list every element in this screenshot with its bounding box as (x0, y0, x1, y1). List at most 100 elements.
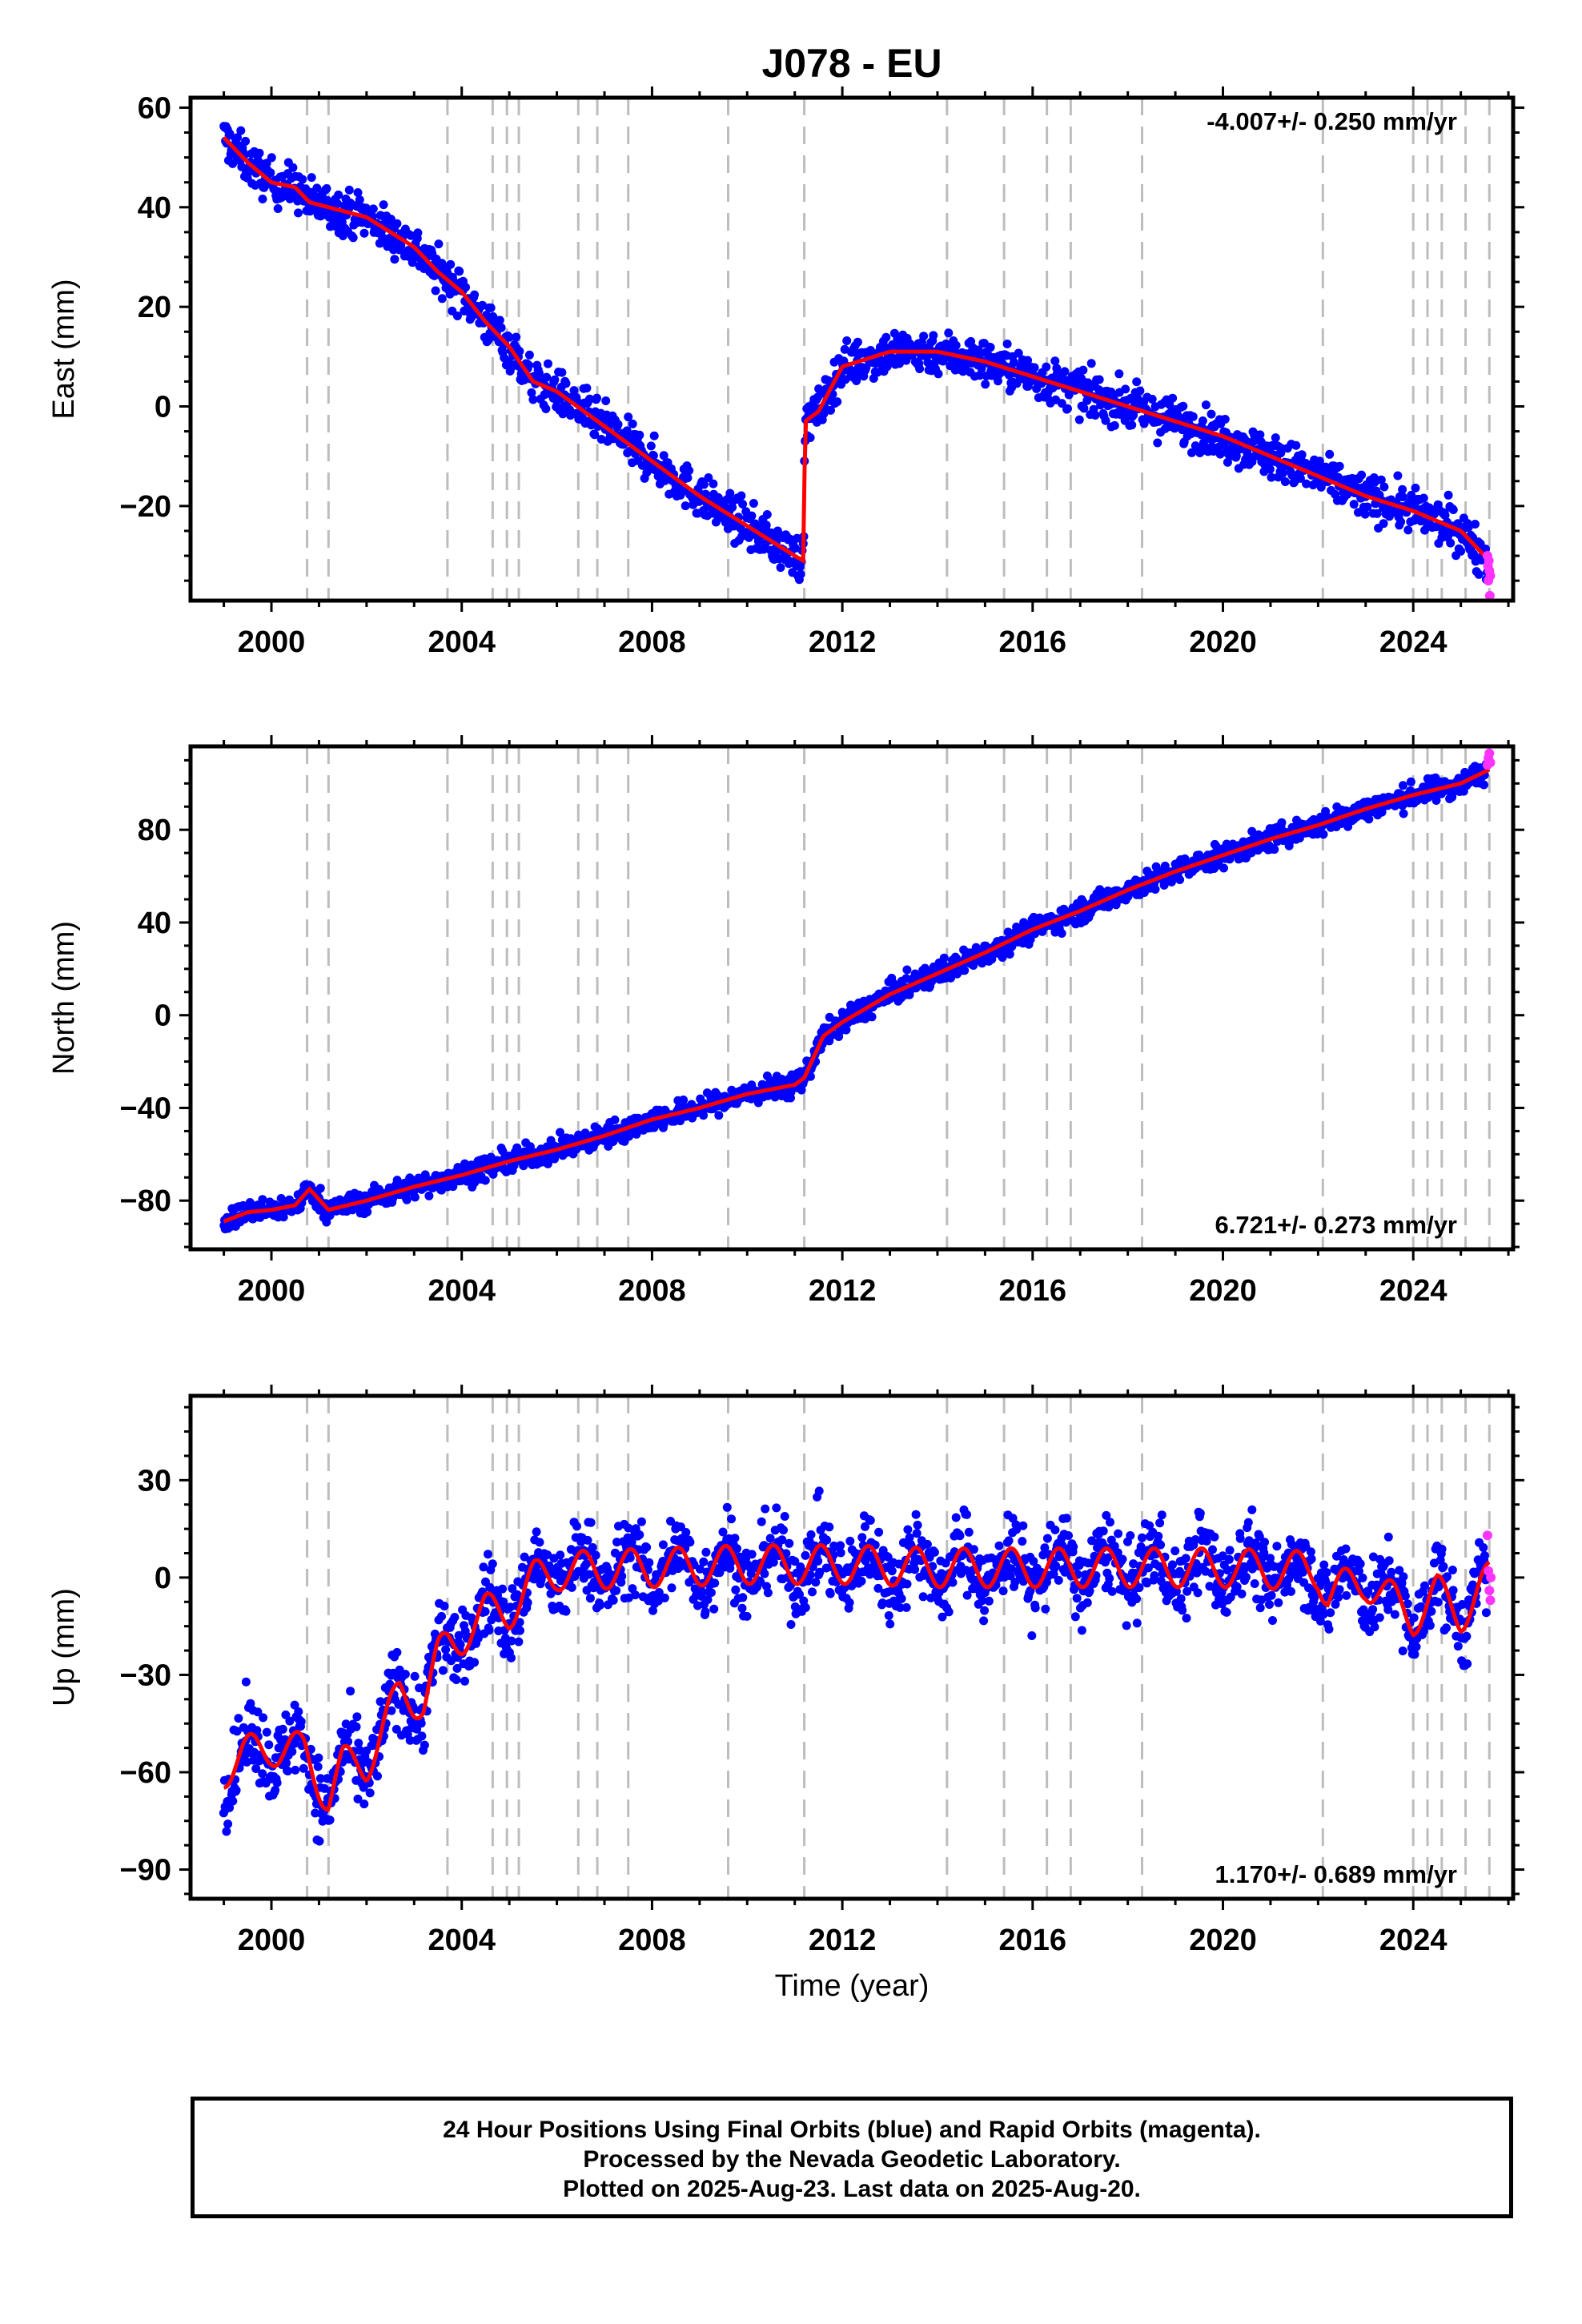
final-orbit-point (1010, 358, 1018, 368)
final-orbit-point (1132, 377, 1142, 387)
final-orbit-point (572, 1522, 581, 1531)
rate-label: -4.007+/- 0.250 mm/yr (1207, 107, 1457, 135)
final-orbit-point (225, 129, 235, 139)
final-orbit-point (912, 1529, 921, 1538)
final-orbit-point (437, 1611, 446, 1621)
final-orbit-point (512, 332, 521, 342)
final-orbit-point (765, 1534, 775, 1543)
final-orbit-point (1012, 1525, 1022, 1534)
final-orbit-point (814, 1486, 824, 1496)
final-orbit-point (1411, 483, 1420, 493)
final-orbit-point (498, 1584, 508, 1594)
final-orbit-point (974, 345, 983, 355)
rapid-orbit-point (1484, 748, 1495, 758)
final-orbit-point (757, 1517, 766, 1526)
final-orbit-point (978, 959, 987, 968)
final-orbit-point (978, 1596, 987, 1606)
final-orbit-point (1143, 1563, 1153, 1573)
final-orbit-point (251, 1764, 261, 1773)
final-orbit-point (745, 533, 753, 542)
final-orbit-point (842, 336, 852, 345)
final-orbit-point (1180, 854, 1190, 863)
x-tick-label: 2008 (618, 1274, 686, 1308)
final-orbit-point (635, 1530, 644, 1539)
final-orbit-point (434, 239, 444, 249)
final-orbit-point (1225, 1546, 1235, 1555)
final-orbit-point (901, 1602, 911, 1612)
y-tick-label: 0 (155, 391, 171, 424)
final-orbit-point (266, 168, 275, 178)
final-orbit-point (714, 1111, 724, 1120)
final-orbit-point (287, 1747, 297, 1756)
final-orbit-point (484, 335, 493, 344)
final-orbit-point (777, 1535, 787, 1545)
final-orbit-point (424, 1191, 434, 1200)
final-orbit-point (1127, 420, 1137, 430)
final-orbit-point (514, 1637, 524, 1647)
x-tick-label: 2004 (428, 1274, 496, 1308)
final-orbit-point (1147, 395, 1157, 404)
final-orbit-point (486, 303, 496, 312)
final-orbit-point (1057, 399, 1066, 408)
final-orbit-point (561, 379, 571, 388)
final-orbit-point (523, 1598, 532, 1607)
final-orbit-point (1448, 505, 1458, 514)
final-orbit-point (780, 1512, 789, 1521)
final-orbit-point (532, 1527, 541, 1537)
final-orbit-point (234, 1714, 243, 1723)
final-orbit-point (1070, 1612, 1080, 1622)
final-orbit-point (1357, 470, 1367, 480)
x-tick-label: 2020 (1189, 1274, 1257, 1308)
final-orbit-point (299, 1763, 308, 1773)
final-orbit-point (1376, 475, 1386, 485)
x-tick-label: 2016 (999, 625, 1067, 659)
final-orbit-point (1157, 1510, 1166, 1520)
x-tick-label: 2012 (809, 625, 877, 659)
final-orbit-point (507, 1636, 516, 1646)
final-orbit-point (840, 344, 849, 354)
final-orbit-point (1085, 1586, 1094, 1595)
final-orbit-point (944, 328, 954, 338)
final-orbit-point (535, 1538, 544, 1547)
final-orbit-point (385, 1679, 395, 1689)
final-orbit-point (1220, 415, 1230, 424)
final-orbit-point (1406, 777, 1415, 786)
final-orbit-point (517, 1562, 527, 1572)
final-orbit-point (1110, 420, 1119, 430)
final-orbit-point (1178, 401, 1188, 411)
final-orbit-point (902, 1579, 912, 1589)
final-orbit-point (617, 1571, 627, 1581)
final-orbit-point (769, 1558, 778, 1567)
final-orbit-point (507, 1653, 516, 1663)
final-orbit-point (556, 1550, 565, 1560)
final-orbit-point (857, 1533, 867, 1542)
final-orbit-point (877, 1598, 887, 1608)
final-orbit-point (1379, 519, 1388, 529)
final-orbit-point (346, 1687, 355, 1696)
final-orbit-point (515, 1618, 524, 1627)
final-orbit-point (1372, 509, 1382, 518)
final-orbit-point (725, 489, 735, 498)
final-orbit-point (646, 441, 656, 451)
final-orbit-point (1150, 885, 1160, 894)
final-orbit-point (867, 1012, 877, 1022)
final-orbit-point (710, 1578, 720, 1588)
chart-title: J078 - EU (761, 41, 942, 86)
final-orbit-point (528, 395, 538, 404)
final-orbit-point (1154, 1562, 1164, 1571)
final-orbit-point (1255, 1603, 1265, 1613)
final-orbit-point (343, 1737, 353, 1747)
final-orbit-point (379, 200, 388, 210)
final-orbit-point (1126, 1531, 1135, 1540)
final-orbit-point (781, 1549, 791, 1558)
final-orbit-point (819, 409, 829, 419)
final-orbit-point (608, 1595, 618, 1605)
final-orbit-point (874, 1527, 884, 1537)
final-orbit-point (313, 1762, 323, 1771)
final-orbit-point (241, 136, 251, 146)
final-orbit-point (1062, 1514, 1071, 1523)
final-orbit-point (683, 473, 693, 483)
x-tick-label: 2004 (428, 625, 496, 659)
final-orbit-point (1223, 457, 1232, 467)
final-orbit-point (1399, 781, 1407, 790)
